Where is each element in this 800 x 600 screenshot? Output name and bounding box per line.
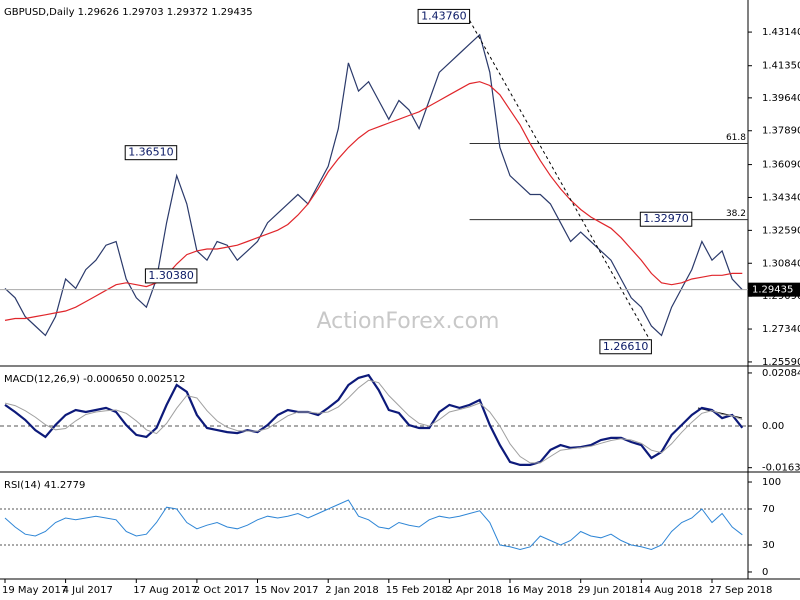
x-tick-label: 4 Jul 2017 xyxy=(63,585,113,596)
x-tick-label: 29 Jun 2018 xyxy=(578,585,638,596)
series-line xyxy=(4,373,744,466)
annotation-box xyxy=(144,268,198,284)
x-tick-label: 27 Sep 2018 xyxy=(709,585,772,596)
y-tick-label: 1.39640 xyxy=(762,93,800,104)
annotation-label: 1.36510 xyxy=(128,146,174,159)
series-line xyxy=(4,81,743,321)
x-tick-label: 17 Aug 2017 xyxy=(133,585,197,596)
y-tick-label: 1.41350 xyxy=(762,61,800,72)
y-tick-label: 1.27340 xyxy=(762,324,800,335)
fib-label: 61.8 xyxy=(726,133,746,143)
x-tick-label: 15 Nov 2017 xyxy=(255,585,319,596)
annotation-box xyxy=(417,8,471,24)
x-tick-label: 2 Jan 2018 xyxy=(325,585,379,596)
y-tick-label: 0 xyxy=(762,567,768,578)
y-tick-label: 100 xyxy=(762,477,781,488)
annotation-box xyxy=(599,339,652,355)
last-price-box xyxy=(748,282,800,297)
last-price-label: 1.29435 xyxy=(752,285,793,296)
annotation-box xyxy=(124,145,178,161)
x-tick-label: 15 Feb 2018 xyxy=(386,585,448,596)
y-tick-label: -0.016389 xyxy=(762,463,800,474)
x-tick-label: 2 Oct 2017 xyxy=(194,585,249,596)
y-tick-label: 1.25590 xyxy=(762,357,800,368)
watermark: ActionForex.com xyxy=(317,309,500,334)
panel-title: GBPUSD,Daily 1.29626 1.29703 1.29372 1.2… xyxy=(4,7,253,18)
y-tick-label: 30 xyxy=(762,540,775,551)
y-tick-label: 0.020848 xyxy=(762,368,800,379)
x-tick-label: 2 Apr 2018 xyxy=(446,585,501,596)
y-tick-label: 1.34340 xyxy=(762,192,800,203)
x-tick-label: 14 Aug 2018 xyxy=(638,585,702,596)
y-tick-label: 1.32590 xyxy=(762,225,800,236)
x-tick-label: 19 May 2017 xyxy=(2,585,67,596)
series-line xyxy=(4,379,743,464)
y-tick-label: 0.00 xyxy=(762,421,784,432)
y-tick-label: 1.43140 xyxy=(762,27,800,38)
y-tick-label: 1.30840 xyxy=(762,258,800,269)
annotation-label: 1.26610 xyxy=(603,340,649,353)
annotation-label: 1.32970 xyxy=(643,212,689,225)
fib-label: 38.2 xyxy=(726,209,746,219)
trend-line xyxy=(469,20,652,344)
y-tick-label: 1.37890 xyxy=(762,126,800,137)
panel-title: MACD(12,26,9) -0.000650 0.002512 xyxy=(4,374,185,385)
x-tick-label: 16 May 2018 xyxy=(507,585,572,596)
annotation-box xyxy=(639,211,693,227)
y-tick-label: 1.36090 xyxy=(762,160,800,171)
series-line xyxy=(4,499,743,551)
series-line xyxy=(4,33,743,337)
panel-title: RSI(14) 41.2779 xyxy=(4,480,85,491)
annotation-label: 1.43760 xyxy=(421,9,467,22)
y-tick-label: 70 xyxy=(762,504,775,515)
annotation-label: 1.30380 xyxy=(148,269,194,282)
